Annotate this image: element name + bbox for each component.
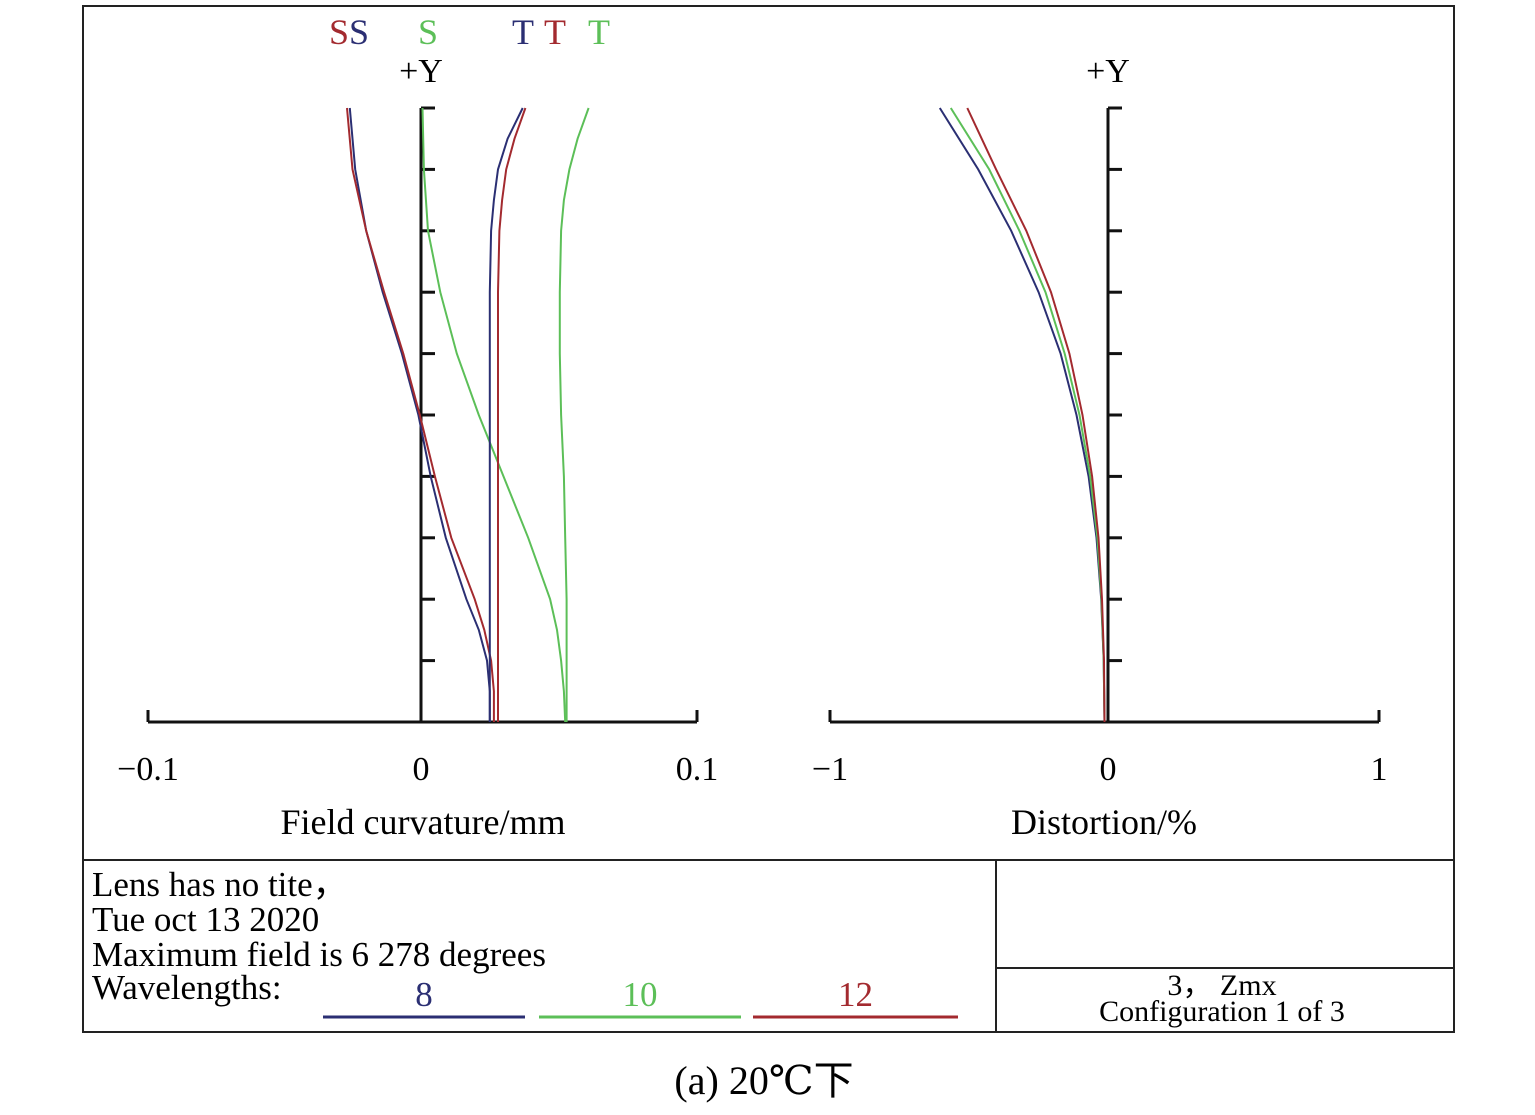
legend-label-s-red: S [329,12,349,52]
field-curvature-axes [146,106,699,724]
field-curvature-x-tick-zero: 0 [413,751,430,788]
info-line-date: Tue oct 13 2020 [92,900,319,939]
legend-label-s-blue: S [349,12,369,52]
info-line-title: Lens has no tite， [92,865,348,904]
distortion-x-tick-max: 1 [1371,751,1388,788]
distortion-series-10 [949,107,1106,723]
field-curvature-series-t-8 [488,107,524,722]
field-curvature-x-label: Field curvature/mm [281,802,566,842]
config-count-label: Configuration 1 of 3 [1099,995,1345,1028]
distortion-series-12 [966,107,1106,723]
distortion-y-label: +Y [1086,53,1130,90]
field-curvature-x-tick-max: 0.1 [676,751,719,788]
field-curvature-series-t-10 [558,107,590,722]
wavelength-legend: 8 10 12 [323,975,958,1019]
info-wavelengths-label: Wavelengths: [92,968,282,1007]
distortion-x-tick-min: −1 [812,751,848,788]
legend-label-t-blue: T [512,12,534,52]
legend-label-s-green: S [418,12,438,52]
legend-label-t-green: T [588,12,610,52]
config-file-label: 3， Zmx [1167,969,1276,1002]
figure-caption: (a) 20℃下 [674,1058,853,1103]
wavelength-label-10: 10 [623,975,658,1014]
field-curvature-series-s-12 [346,107,495,722]
distortion-x-label: Distortion/% [1011,802,1197,842]
info-line-max-field: Maximum field is 6 278 degrees [92,935,546,974]
distortion-chart: +Y −1 0 1 Distortion/% [812,53,1388,842]
wavelength-label-8: 8 [415,975,433,1014]
plot-frame [82,5,1455,1033]
info-block: Lens has no tite， Tue oct 13 2020 Maximu… [92,865,958,1019]
distortion-x-tick-zero: 0 [1100,751,1117,788]
field-curvature-series-t-12 [497,107,527,722]
distortion-axes [828,106,1381,724]
field-curvature-x-tick-min: −0.1 [117,751,179,788]
distortion-series [938,107,1106,723]
field-curvature-series-s-10 [421,107,567,723]
field-curvature-y-label: +Y [399,53,443,90]
legend-label-t-red: T [544,12,566,52]
configuration-block: 3， Zmx Configuration 1 of 3 [1099,969,1345,1028]
field-curvature-series [346,107,590,723]
wavelength-label-12: 12 [838,975,873,1014]
